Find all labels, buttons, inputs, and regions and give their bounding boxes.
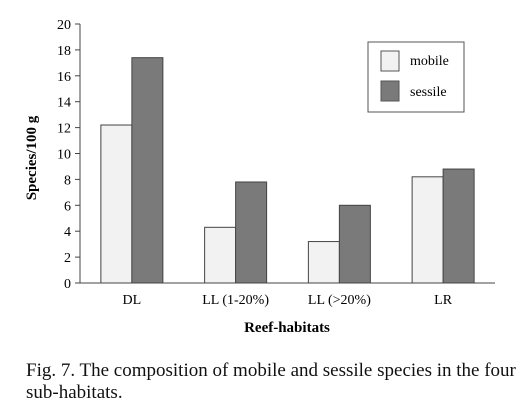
- bar-sessile-2: [338, 204, 371, 284]
- legend-label-sessile: sessile: [410, 85, 447, 100]
- legend: mobile sessile: [367, 41, 465, 113]
- legend-label-mobile: mobile: [410, 54, 449, 69]
- bar-mobile-3: [411, 176, 444, 284]
- figure-caption: Fig. 7. The composition of mobile and se…: [26, 360, 516, 403]
- y-tick-label: 6: [64, 199, 71, 214]
- bar-sessile-3: [442, 168, 475, 284]
- y-tick-label: 8: [64, 173, 71, 188]
- y-axis-label: Species/100 g: [24, 115, 40, 200]
- y-tick-label: 14: [57, 96, 71, 111]
- bar-mobile-2: [307, 241, 340, 284]
- legend-swatch-mobile: [380, 50, 400, 72]
- bar-chart: 0 2 4 6 8 10 12 14 16 18 20 DL LL (1-20%) LL (>20%) L…: [24, 18, 495, 336]
- x-tick-label: LL (>20%): [308, 293, 371, 308]
- y-tick-label: 18: [57, 44, 71, 59]
- legend-swatch-sessile: [380, 80, 400, 102]
- y-tick-label: 16: [57, 70, 71, 85]
- y-tick-label: 20: [57, 18, 71, 33]
- bar-mobile-1: [204, 226, 237, 284]
- bar-mobile-0: [100, 124, 133, 284]
- y-tick-label: 12: [57, 122, 71, 137]
- y-tick-label: 10: [57, 148, 71, 163]
- bar-sessile-1: [235, 181, 268, 284]
- y-tick-label: 2: [64, 251, 71, 266]
- bar-sessile-0: [131, 57, 164, 284]
- bars: [100, 57, 475, 284]
- x-axis-label: Reef-habitats: [244, 320, 330, 336]
- y-ticks: 0 2 4 6 8 10 12 14 16 18 20: [57, 18, 80, 292]
- x-tick-label: LL (1-20%): [202, 293, 269, 308]
- x-tick-labels: DL LL (1-20%) LL (>20%) LR: [123, 293, 453, 308]
- x-tick-label: LR: [434, 293, 453, 308]
- x-tick-label: DL: [123, 293, 142, 308]
- y-tick-label: 4: [64, 225, 71, 240]
- y-tick-label: 0: [64, 277, 71, 292]
